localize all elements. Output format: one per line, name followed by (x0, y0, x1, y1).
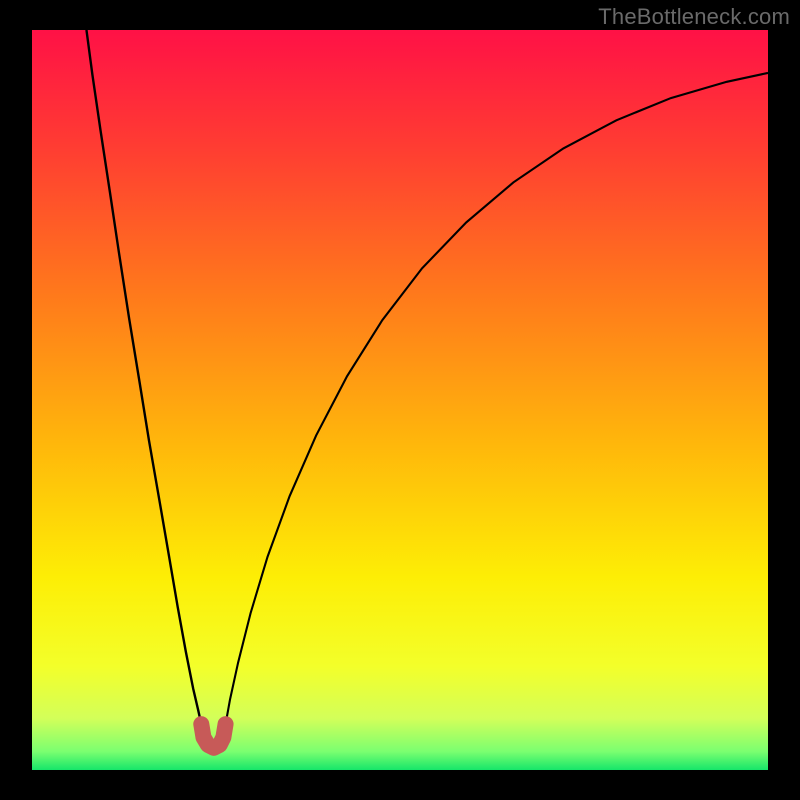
curves-layer (32, 30, 768, 770)
chart-frame: TheBottleneck.com (0, 0, 800, 800)
trough-marker (201, 724, 225, 748)
watermark-text: TheBottleneck.com (598, 4, 790, 30)
plot-area (32, 30, 768, 770)
right-curve (226, 73, 768, 724)
left-curve (86, 30, 201, 724)
